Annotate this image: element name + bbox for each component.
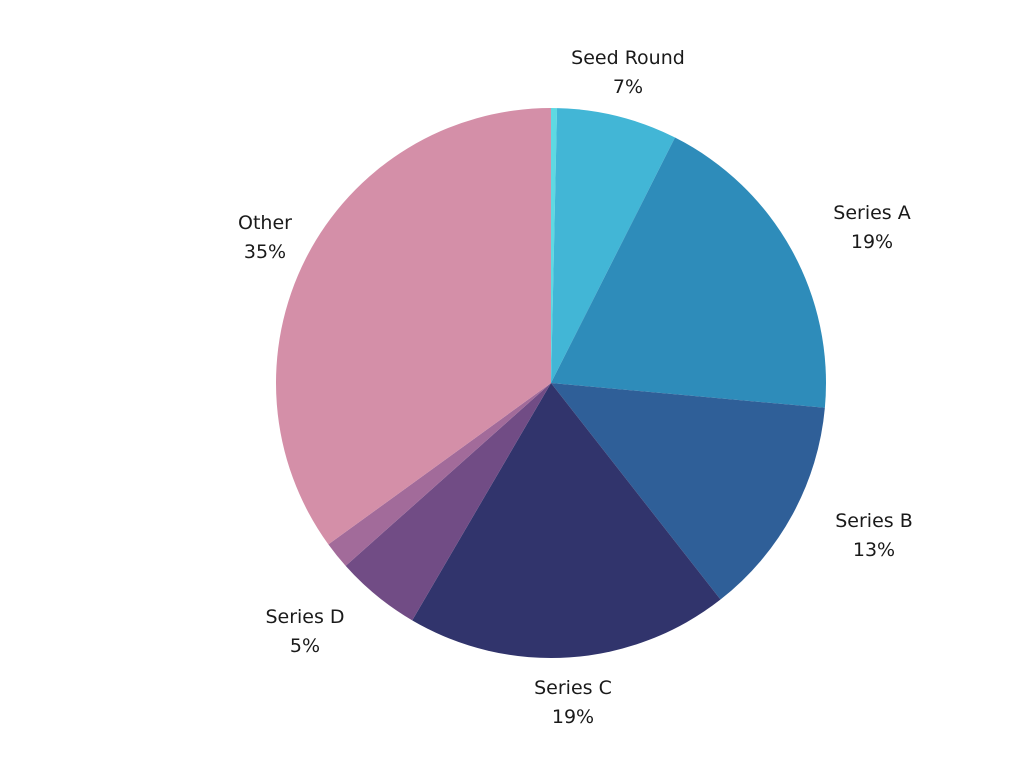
label-series-d: Series D 5% xyxy=(265,606,345,657)
label-series-c: Series C 19% xyxy=(534,677,612,728)
pie-slice-series-b xyxy=(551,383,825,600)
pie-slice-series-a xyxy=(551,137,827,408)
pie-slice-unlabeled-0 xyxy=(551,108,558,383)
pie-slice-series-c xyxy=(412,383,721,658)
label-series-a: Series A 19% xyxy=(833,202,911,253)
label-seed-round: Seed Round 7% xyxy=(571,47,685,98)
pie-slice-other xyxy=(276,108,551,545)
pie-slice-unlabeled-6 xyxy=(328,383,551,566)
pie-slice-series-d xyxy=(345,383,551,621)
label-other: Other 35% xyxy=(238,212,292,263)
pie-slice-seed-round xyxy=(551,108,676,383)
label-series-b: Series B 13% xyxy=(835,510,913,561)
